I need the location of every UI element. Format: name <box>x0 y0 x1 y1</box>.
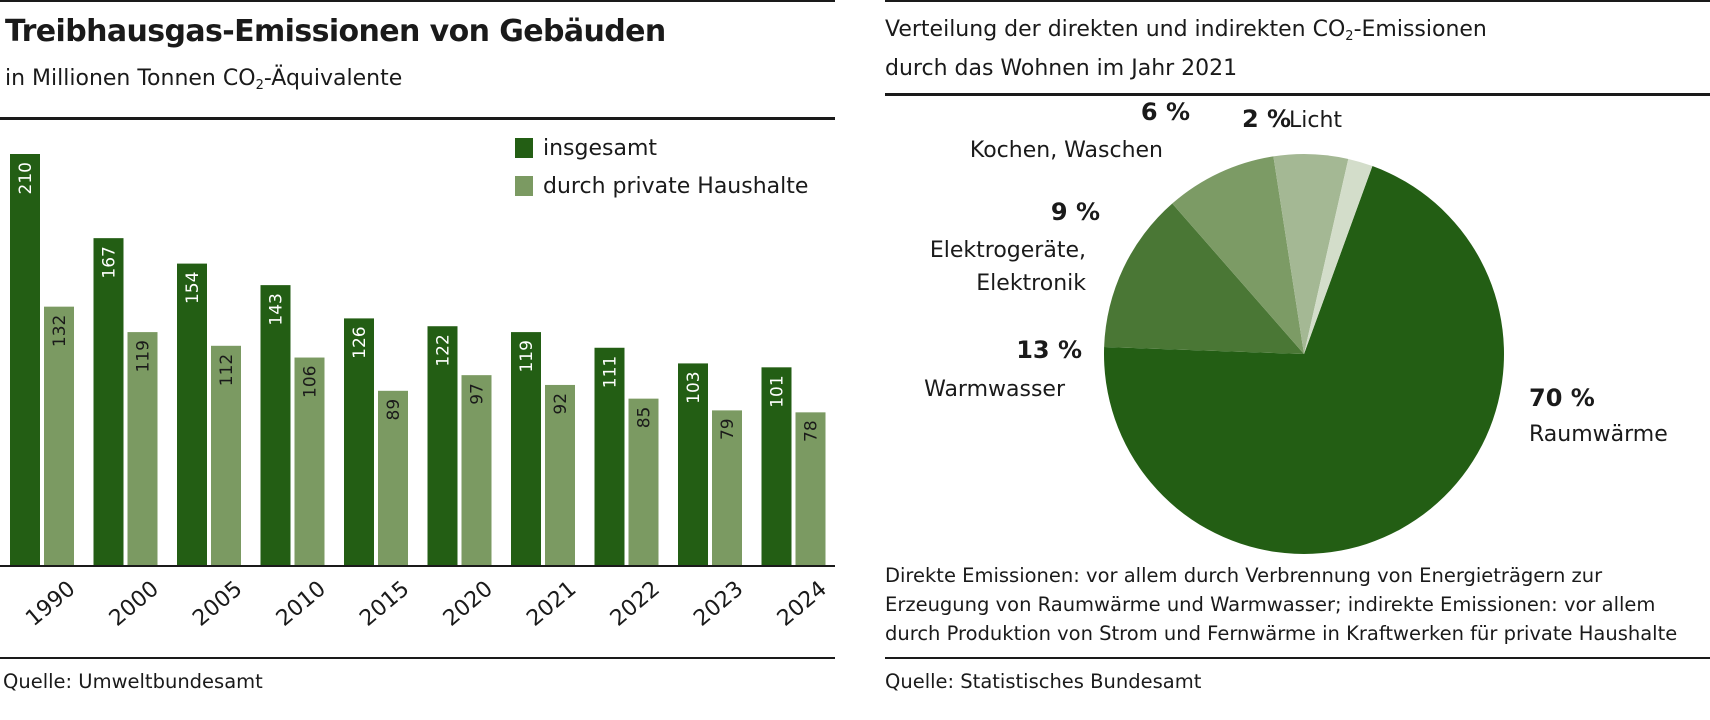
footnote-line: durch Produktion von Strom und Fernwärme… <box>885 622 1678 645</box>
subtitle-subscript: 2 <box>255 78 264 93</box>
bar-value-label: 119 <box>134 340 154 372</box>
bar-total <box>10 154 40 565</box>
bar-value-label: 97 <box>468 383 488 405</box>
slice-name-label: Warmwasser <box>924 377 1066 402</box>
pie-slice <box>1172 156 1304 354</box>
bar-total <box>93 238 124 565</box>
x-axis-line <box>0 565 835 567</box>
slice-percent-label: 9 % <box>1051 198 1100 226</box>
x-tick-label: 2020 <box>439 576 498 631</box>
pie-chart: 70 % Raumwärme 13 % Warmwasser 9 % Elektroger… <box>924 98 1668 555</box>
bar-value-label: 79 <box>718 418 738 440</box>
x-tick-label: 2000 <box>105 576 164 631</box>
header-rule <box>0 117 835 120</box>
bar-chart: 210 132 1990 167 119 2000 154 112 2005 143 106 2010… <box>0 136 835 632</box>
source-rule <box>885 657 1710 659</box>
legend-swatch <box>515 176 533 196</box>
pie-title-post: -Emissionen <box>1353 17 1487 42</box>
bar-value-label: 119 <box>517 340 537 372</box>
bar-value-label: 167 <box>100 246 120 278</box>
x-tick-label: 2010 <box>272 576 331 631</box>
x-tick-label: 2023 <box>689 576 748 631</box>
bar-households <box>44 306 74 565</box>
bar-households <box>545 384 575 565</box>
bar-value-label: 92 <box>551 393 571 415</box>
bar-value-label: 210 <box>16 162 36 194</box>
bar-households <box>628 398 659 565</box>
chart-title: Treibhausgas-Emissionen von Gebäuden <box>5 14 666 49</box>
x-tick-label: 2022 <box>606 576 665 631</box>
slice-name-label: Licht <box>1289 108 1342 133</box>
slice-percent-label: 6 % <box>1141 98 1190 126</box>
x-tick-label: 2024 <box>773 576 832 631</box>
bar-value-label: 78 <box>802 420 822 442</box>
x-tick-label: 2015 <box>355 576 414 631</box>
footnote-line: Erzeugung von Raumwärme und Warmwasser; … <box>885 593 1656 616</box>
x-tick-label: 1990 <box>21 576 80 631</box>
bar-total <box>761 367 792 565</box>
bar-value-label: 111 <box>601 356 621 388</box>
bar-households <box>712 410 742 565</box>
bar-total <box>177 263 207 565</box>
bar-value-label: 101 <box>768 375 788 407</box>
bar-total <box>427 326 458 565</box>
subtitle-post: -Äquivalente <box>263 66 403 91</box>
slice-percent-label: 70 % <box>1529 384 1595 412</box>
pie-slice <box>1104 203 1304 354</box>
bar-total <box>678 363 708 565</box>
pie-title-line2: durch das Wohnen im Jahr 2021 <box>885 56 1238 81</box>
slice-name-label: Kochen, Waschen <box>970 138 1163 163</box>
bar-total <box>344 318 374 565</box>
pie-slice <box>1104 166 1504 555</box>
x-tick-label: 2005 <box>188 576 247 631</box>
bar-value-label: 112 <box>217 354 237 386</box>
bar-value-label: 126 <box>350 326 370 358</box>
bar-total <box>511 332 541 565</box>
pie-title: Verteilung der direkten und indirekten C… <box>885 14 1487 85</box>
bar-chart-panel: Treibhausgas-Emissionen von Gebäuden in … <box>0 0 835 720</box>
bar-value-label: 143 <box>267 293 287 325</box>
bar-total <box>260 285 291 565</box>
pie-title-subscript: 2 <box>1345 29 1354 44</box>
pie-slice <box>1273 154 1349 354</box>
legend-swatch <box>515 138 533 158</box>
bar-households <box>461 375 492 565</box>
subtitle-pre: in Millionen Tonnen CO <box>5 66 256 91</box>
bar-households <box>795 412 826 565</box>
slice-name-label: Elektrogeräte, <box>930 238 1086 263</box>
pie-title-line1: Verteilung der direkten und indirekten C… <box>885 14 1487 53</box>
bar-value-label: 122 <box>434 334 454 366</box>
slice-name-label: Elektronik <box>976 271 1086 296</box>
footnote-line: Direkte Emissionen: vor allem durch Verb… <box>885 564 1603 587</box>
bar-households <box>294 357 325 565</box>
bar-value-label: 103 <box>684 371 704 403</box>
bar-value-label: 132 <box>50 315 70 347</box>
bar-households <box>378 390 408 565</box>
bar-value-label: 106 <box>301 366 321 398</box>
source-rule <box>0 657 835 659</box>
slice-percent-label: 2 % <box>1242 105 1291 133</box>
legend-label: durch private Haushalte <box>543 174 808 199</box>
pie-chart-panel: Verteilung der direkten und indirekten C… <box>885 0 1710 720</box>
header-rule <box>885 93 1710 96</box>
bar-value-label: 89 <box>384 399 404 421</box>
bar-total <box>594 347 625 565</box>
source-label: Quelle: Umweltbundesamt <box>3 670 263 693</box>
pie-title-pre: Verteilung der direkten und indirekten C… <box>885 17 1346 42</box>
x-tick-label: 2021 <box>522 576 581 631</box>
bar-households <box>127 332 158 565</box>
chart-subtitle: in Millionen Tonnen CO2-Äquivalente <box>5 66 402 93</box>
top-rule <box>0 0 835 2</box>
bar-households <box>211 345 241 565</box>
top-rule <box>885 0 1710 2</box>
bar-value-label: 154 <box>183 272 203 304</box>
slice-name-label: Raumwärme <box>1529 422 1668 447</box>
bar-value-label: 85 <box>635 407 655 429</box>
slice-percent-label: 13 % <box>1016 336 1082 364</box>
source-label: Quelle: Statistisches Bundesamt <box>885 670 1202 693</box>
pie-slice <box>1304 158 1373 354</box>
legend-label: insgesamt <box>543 136 657 161</box>
footnote: Direkte Emissionen: vor allem durch Verb… <box>885 561 1677 648</box>
